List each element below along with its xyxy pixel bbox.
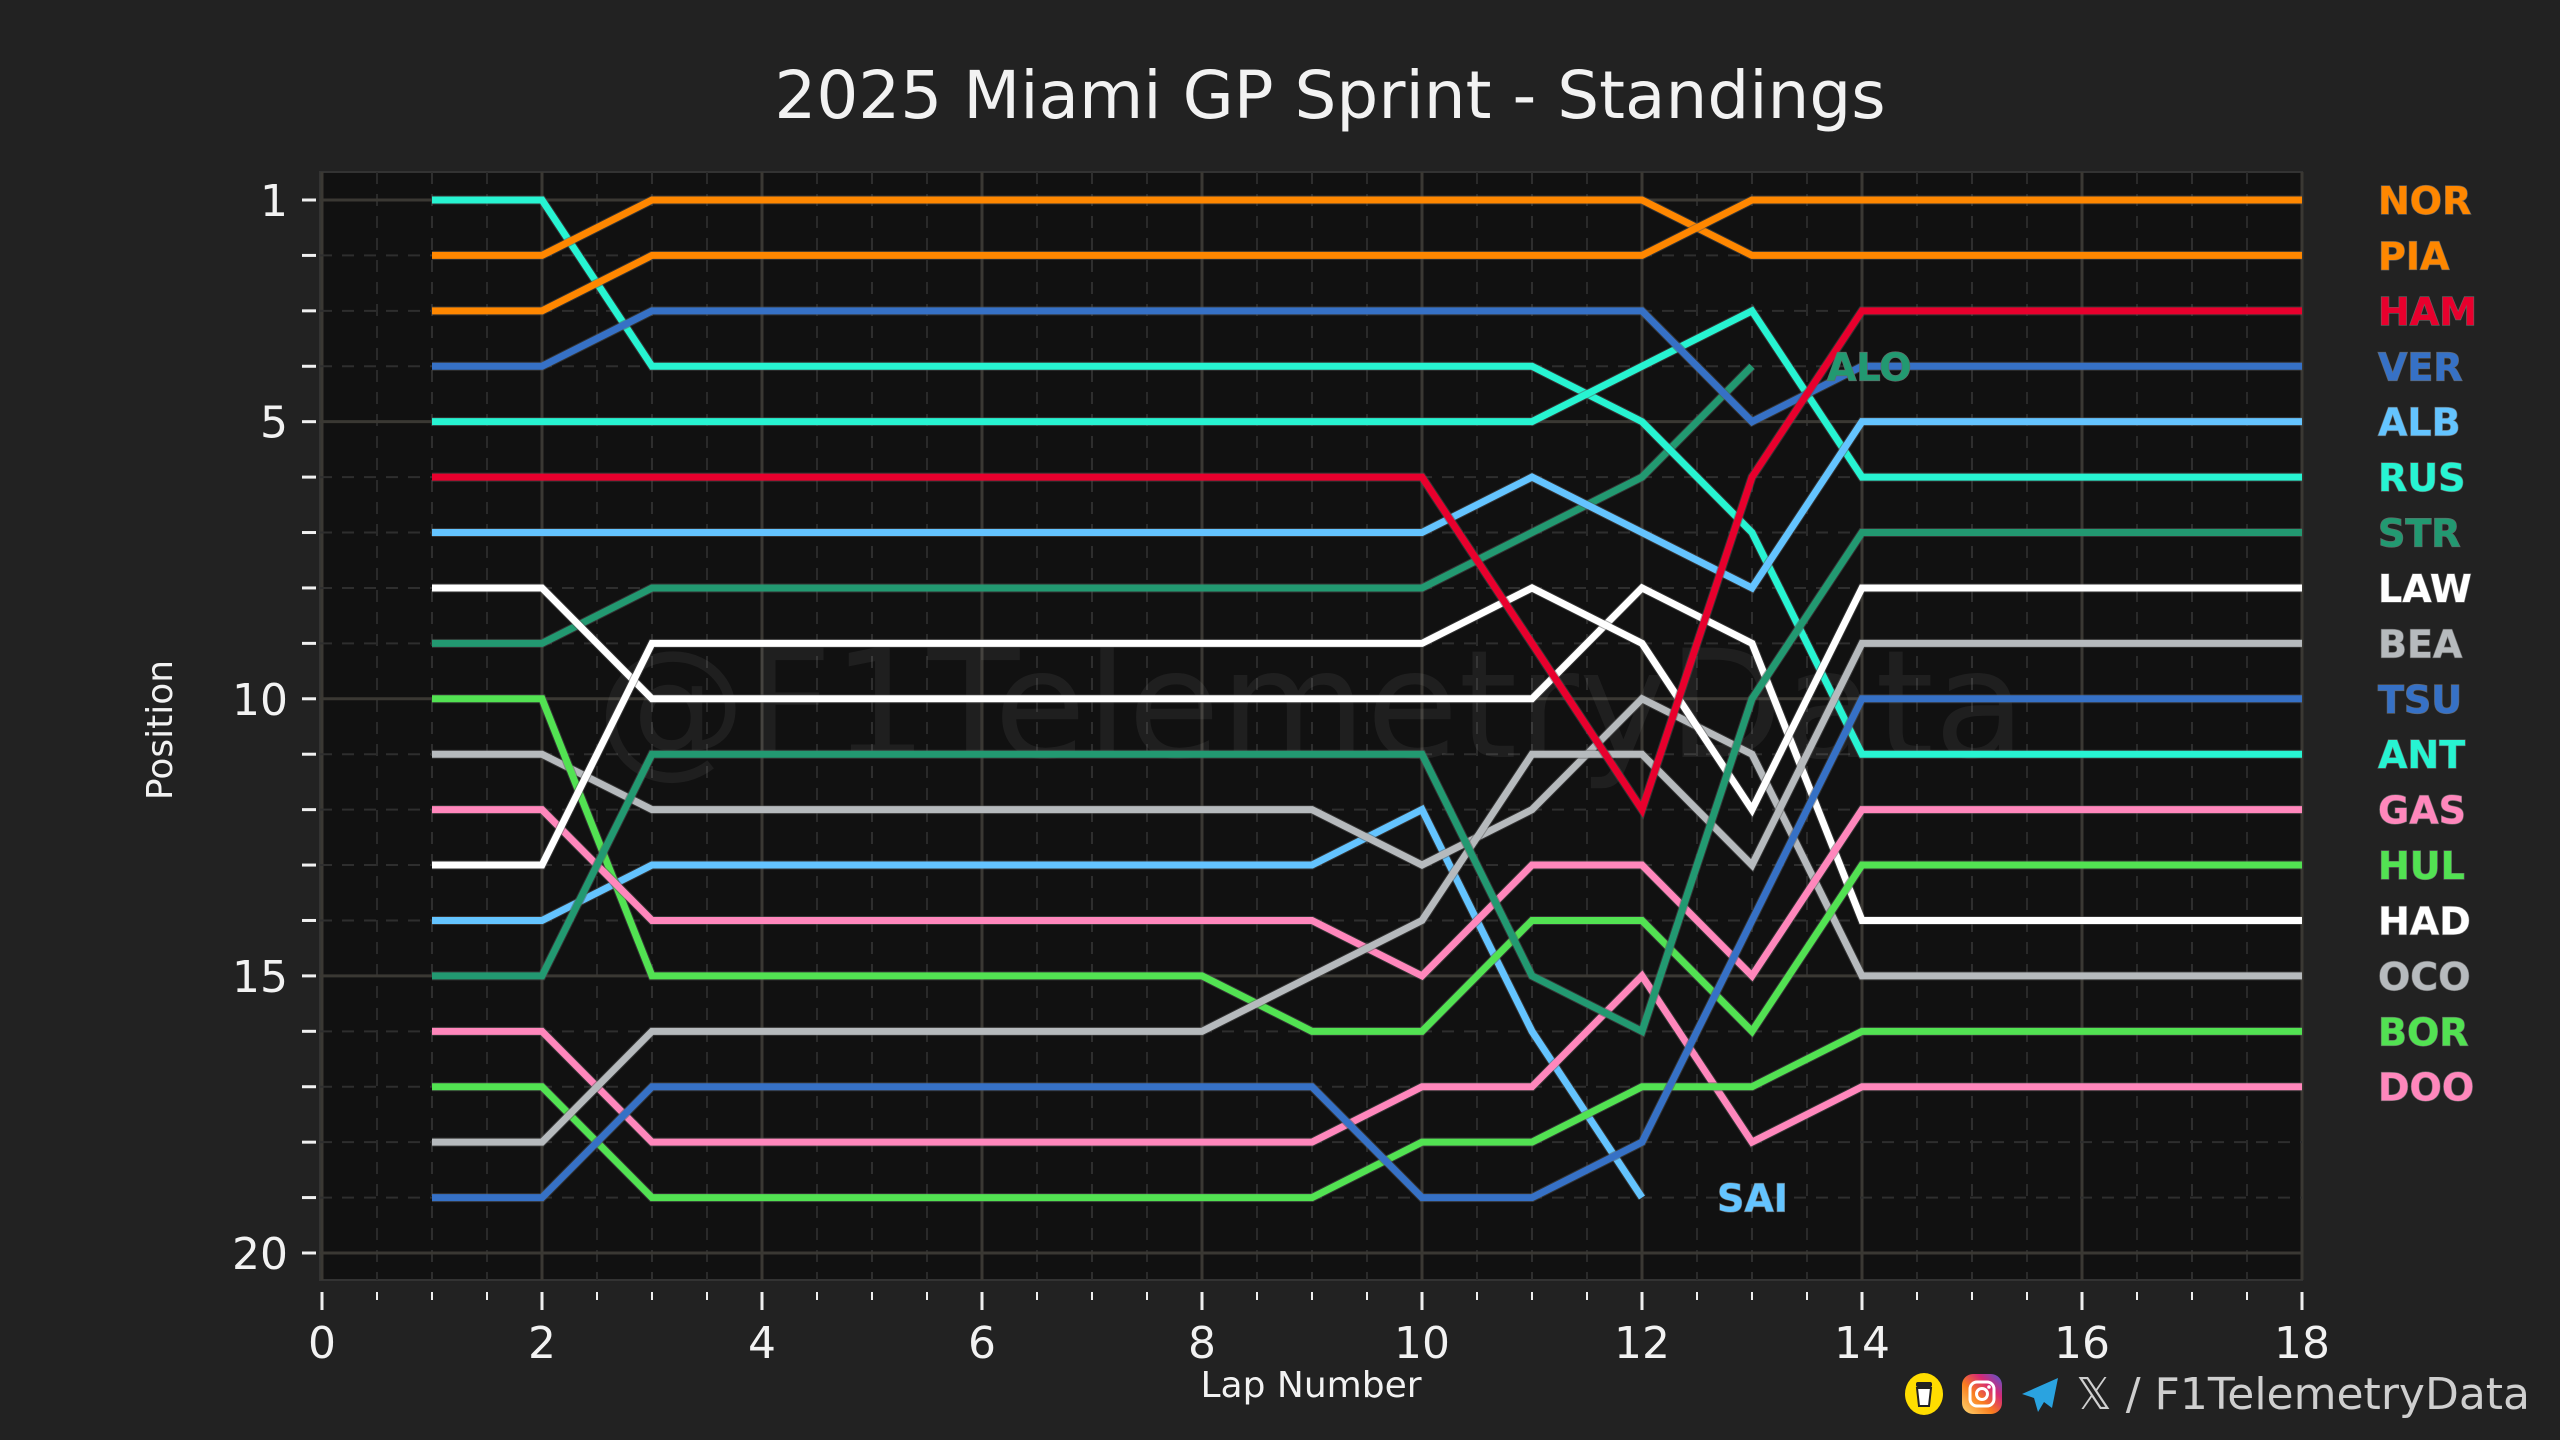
end-label-sai: SAI: [1717, 1177, 1788, 1221]
legend-label-alb: ALB: [2378, 401, 2461, 445]
series-line-ham: [432, 307, 2302, 818]
x-tick-label: 12: [1614, 1318, 1670, 1369]
end-label-alo: ALO: [1827, 345, 1912, 389]
y-tick-label: 20: [232, 1229, 288, 1280]
series-line-ant: [432, 196, 2302, 758]
legend-label-pia: PIA: [2378, 234, 2450, 278]
legend-label-gas: GAS: [2378, 789, 2466, 833]
series-line-hul: [432, 695, 2302, 1037]
legend-label-bor: BOR: [2378, 1010, 2469, 1054]
y-axis-label: Position: [140, 660, 181, 800]
series-line-doo: [432, 970, 2302, 1147]
legend-label-law: LAW: [2378, 567, 2472, 611]
x-tick-label: 18: [2274, 1318, 2330, 1369]
x-axis-label: Lap Number: [1200, 1365, 1421, 1406]
x-tick-label: 10: [1394, 1318, 1450, 1369]
series-layer: ALO SAI: [432, 195, 2302, 1221]
chart-title: 2025 Miami GP Sprint - Standings: [774, 57, 1885, 134]
series-line-ver: [432, 307, 2302, 426]
series-line-oco: [432, 694, 2302, 980]
series-line-nor: [432, 196, 2302, 315]
x-icon[interactable]: 𝕏: [2076, 1368, 2112, 1420]
legend-label-ant: ANT: [2378, 733, 2465, 777]
legend: NOR PIA HAM VER ALB RUS STR LAW BEA TSU ANT GAS HUL H…: [2377, 178, 2477, 1110]
legend-label-bea: BEA: [2378, 622, 2463, 666]
instagram-icon[interactable]: [1960, 1372, 2004, 1416]
x-tick-label: 2: [528, 1318, 556, 1369]
telegram-icon[interactable]: [2018, 1372, 2062, 1416]
x-tick-label: 16: [2054, 1318, 2110, 1369]
legend-label-doo: DOO: [2378, 1066, 2474, 1110]
y-tick-label: 15: [232, 952, 288, 1003]
legend-label-tsu: TSU: [2378, 678, 2462, 722]
x-tick-label: 0: [308, 1318, 336, 1369]
x-tick-label: 14: [1834, 1318, 1890, 1369]
x-tick-label: 8: [1188, 1318, 1216, 1369]
legend-label-nor: NOR: [2378, 179, 2471, 223]
x-tick-label: 6: [968, 1318, 996, 1369]
series-line-bor: [432, 1027, 2302, 1202]
legend-label-rus: RUS: [2378, 456, 2466, 500]
coffee-cup-icon[interactable]: [1902, 1372, 1946, 1416]
y-tick-label: 10: [232, 675, 288, 726]
series-line-alo: [432, 363, 1755, 647]
legend-label-ham: HAM: [2378, 290, 2477, 334]
legend-label-str: STR: [2378, 512, 2461, 556]
series-line-str: [432, 529, 2302, 1037]
footer-handle[interactable]: / F1TelemetryData: [2125, 1368, 2530, 1420]
x-tick-label: 4: [748, 1318, 776, 1369]
y-tick-label: 5: [260, 398, 288, 449]
series-line-pia: [432, 196, 2302, 259]
legend-label-had: HAD: [2378, 899, 2471, 943]
series-line-bea: [432, 639, 2302, 1146]
series-line-alb: [432, 418, 2302, 593]
y-tick-label: 1: [260, 176, 288, 227]
series-line-tsu: [432, 695, 2302, 1202]
legend-label-hul: HUL: [2378, 844, 2465, 888]
series-line-law: [432, 584, 2302, 869]
series-line-sai: [432, 804, 1645, 1200]
legend-label-oco: OCO: [2378, 955, 2471, 999]
series-line-rus: [432, 306, 2302, 481]
series-line-had: [432, 583, 2302, 924]
footer: 𝕏 / F1TelemetryData: [1902, 1364, 2530, 1424]
legend-label-ver: VER: [2378, 345, 2463, 389]
